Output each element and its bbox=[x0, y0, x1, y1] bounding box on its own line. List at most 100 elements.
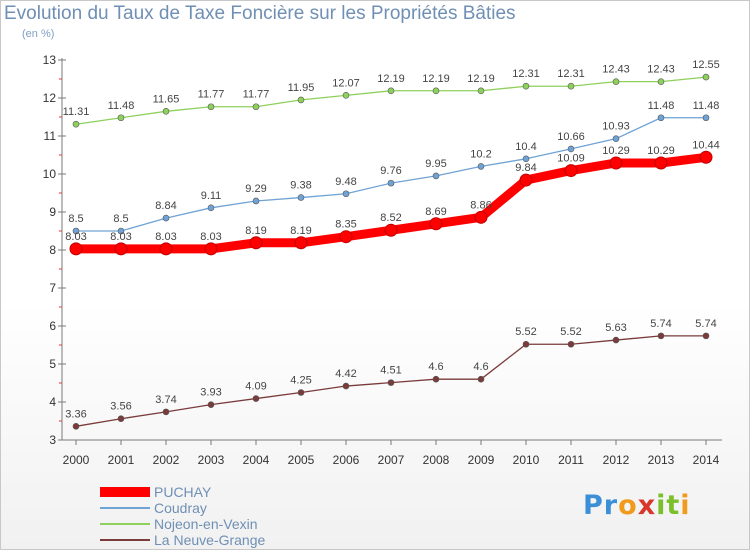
legend-swatch bbox=[100, 539, 150, 541]
x-tick-label: 2012 bbox=[603, 453, 630, 467]
data-point bbox=[564, 164, 578, 178]
data-label: 12.43 bbox=[602, 64, 630, 76]
data-point bbox=[72, 423, 80, 430]
data-label: 8.86 bbox=[470, 199, 491, 211]
data-label: 8.19 bbox=[245, 225, 266, 237]
y-tick-label: 10 bbox=[43, 167, 57, 181]
x-tick-label: 2011 bbox=[558, 453, 584, 467]
data-point bbox=[474, 210, 488, 224]
data-point bbox=[702, 332, 710, 340]
data-label: 8.03 bbox=[155, 231, 176, 243]
data-point bbox=[612, 336, 620, 344]
data-point bbox=[702, 114, 710, 122]
data-label: 12.31 bbox=[512, 68, 540, 80]
x-tick-label: 2007 bbox=[378, 453, 405, 467]
data-point bbox=[654, 156, 668, 170]
data-label: 5.74 bbox=[650, 318, 671, 330]
data-point bbox=[519, 173, 533, 187]
data-label: 9.11 bbox=[201, 190, 222, 202]
data-point bbox=[477, 375, 485, 383]
data-label: 12.43 bbox=[647, 64, 675, 76]
data-label: 5.63 bbox=[605, 322, 626, 334]
data-point bbox=[207, 103, 215, 111]
data-point bbox=[342, 382, 350, 390]
data-label: 8.03 bbox=[200, 231, 221, 243]
x-tick-label: 2008 bbox=[423, 453, 450, 467]
data-point bbox=[699, 150, 713, 164]
data-point bbox=[702, 73, 710, 81]
legend-label: Nojeon-en-Vexin bbox=[154, 516, 258, 532]
data-label: 11.77 bbox=[243, 89, 270, 101]
data-label: 3.56 bbox=[110, 401, 131, 413]
data-label: 10.93 bbox=[602, 121, 630, 133]
data-point bbox=[567, 340, 575, 348]
data-point bbox=[72, 120, 80, 128]
data-label: 3.36 bbox=[65, 408, 86, 420]
data-label: 5.52 bbox=[515, 326, 536, 338]
data-label: 11.95 bbox=[288, 82, 315, 94]
x-tick-label: 2002 bbox=[153, 453, 180, 467]
data-point bbox=[252, 197, 260, 205]
data-point bbox=[384, 223, 398, 237]
data-label: 10.44 bbox=[692, 139, 720, 151]
data-point bbox=[117, 227, 125, 235]
data-point bbox=[162, 214, 170, 222]
data-point bbox=[522, 82, 530, 90]
data-label: 8.5 bbox=[113, 213, 128, 225]
x-tick-label: 2004 bbox=[243, 453, 270, 467]
data-label: 12.19 bbox=[377, 73, 405, 85]
data-label: 8.69 bbox=[425, 206, 446, 218]
data-point bbox=[297, 96, 305, 104]
data-point bbox=[342, 190, 350, 198]
data-point bbox=[294, 236, 308, 250]
data-label: 8.03 bbox=[65, 231, 86, 243]
y-tick-label: 5 bbox=[49, 357, 56, 371]
data-label: 4.09 bbox=[245, 381, 266, 393]
data-label: 12.19 bbox=[422, 73, 450, 85]
data-point bbox=[432, 172, 440, 180]
data-label: 4.42 bbox=[335, 368, 356, 380]
data-label: 10.2 bbox=[470, 148, 491, 160]
data-label: 8.19 bbox=[290, 225, 311, 237]
data-point bbox=[522, 155, 530, 163]
chart-unit-label: (en %) bbox=[22, 28, 55, 40]
y-tick-label: 12 bbox=[43, 91, 57, 105]
legend-label: Coudray bbox=[154, 500, 207, 516]
x-tick-label: 2005 bbox=[288, 453, 315, 467]
data-label: 10.4 bbox=[515, 141, 536, 153]
data-label: 8.35 bbox=[335, 219, 356, 231]
data-point bbox=[162, 108, 170, 115]
data-label: 10.29 bbox=[602, 145, 630, 157]
data-point bbox=[657, 332, 665, 340]
data-point bbox=[72, 227, 80, 235]
chart-title: Evolution du Taux de Taxe Foncière sur l… bbox=[4, 3, 516, 24]
data-point bbox=[249, 236, 263, 250]
x-tick-label: 2001 bbox=[108, 453, 135, 467]
data-point bbox=[252, 395, 260, 402]
data-point bbox=[117, 415, 125, 423]
data-point bbox=[387, 179, 395, 187]
data-label: 8.5 bbox=[68, 213, 83, 225]
data-point bbox=[429, 217, 443, 231]
data-label: 11.48 bbox=[108, 100, 135, 112]
proxiti-logo: Proxiti bbox=[583, 490, 691, 521]
data-label: 4.51 bbox=[380, 365, 401, 377]
data-point bbox=[117, 114, 125, 122]
data-point bbox=[567, 82, 575, 90]
y-tick-label: 13 bbox=[43, 53, 57, 67]
data-point bbox=[567, 145, 575, 153]
data-label: 11.48 bbox=[648, 100, 675, 112]
y-tick-label: 4 bbox=[49, 395, 56, 409]
data-label: 3.74 bbox=[155, 394, 176, 406]
data-label: 4.25 bbox=[290, 375, 311, 387]
data-label: 5.74 bbox=[695, 318, 716, 330]
x-tick-label: 2000 bbox=[63, 453, 90, 467]
legend-swatch bbox=[100, 507, 150, 509]
data-label: 4.6 bbox=[473, 361, 488, 373]
y-tick-label: 8 bbox=[49, 243, 56, 257]
data-point bbox=[387, 87, 395, 95]
data-point bbox=[612, 135, 620, 142]
data-point bbox=[204, 242, 218, 256]
data-point bbox=[207, 204, 215, 212]
